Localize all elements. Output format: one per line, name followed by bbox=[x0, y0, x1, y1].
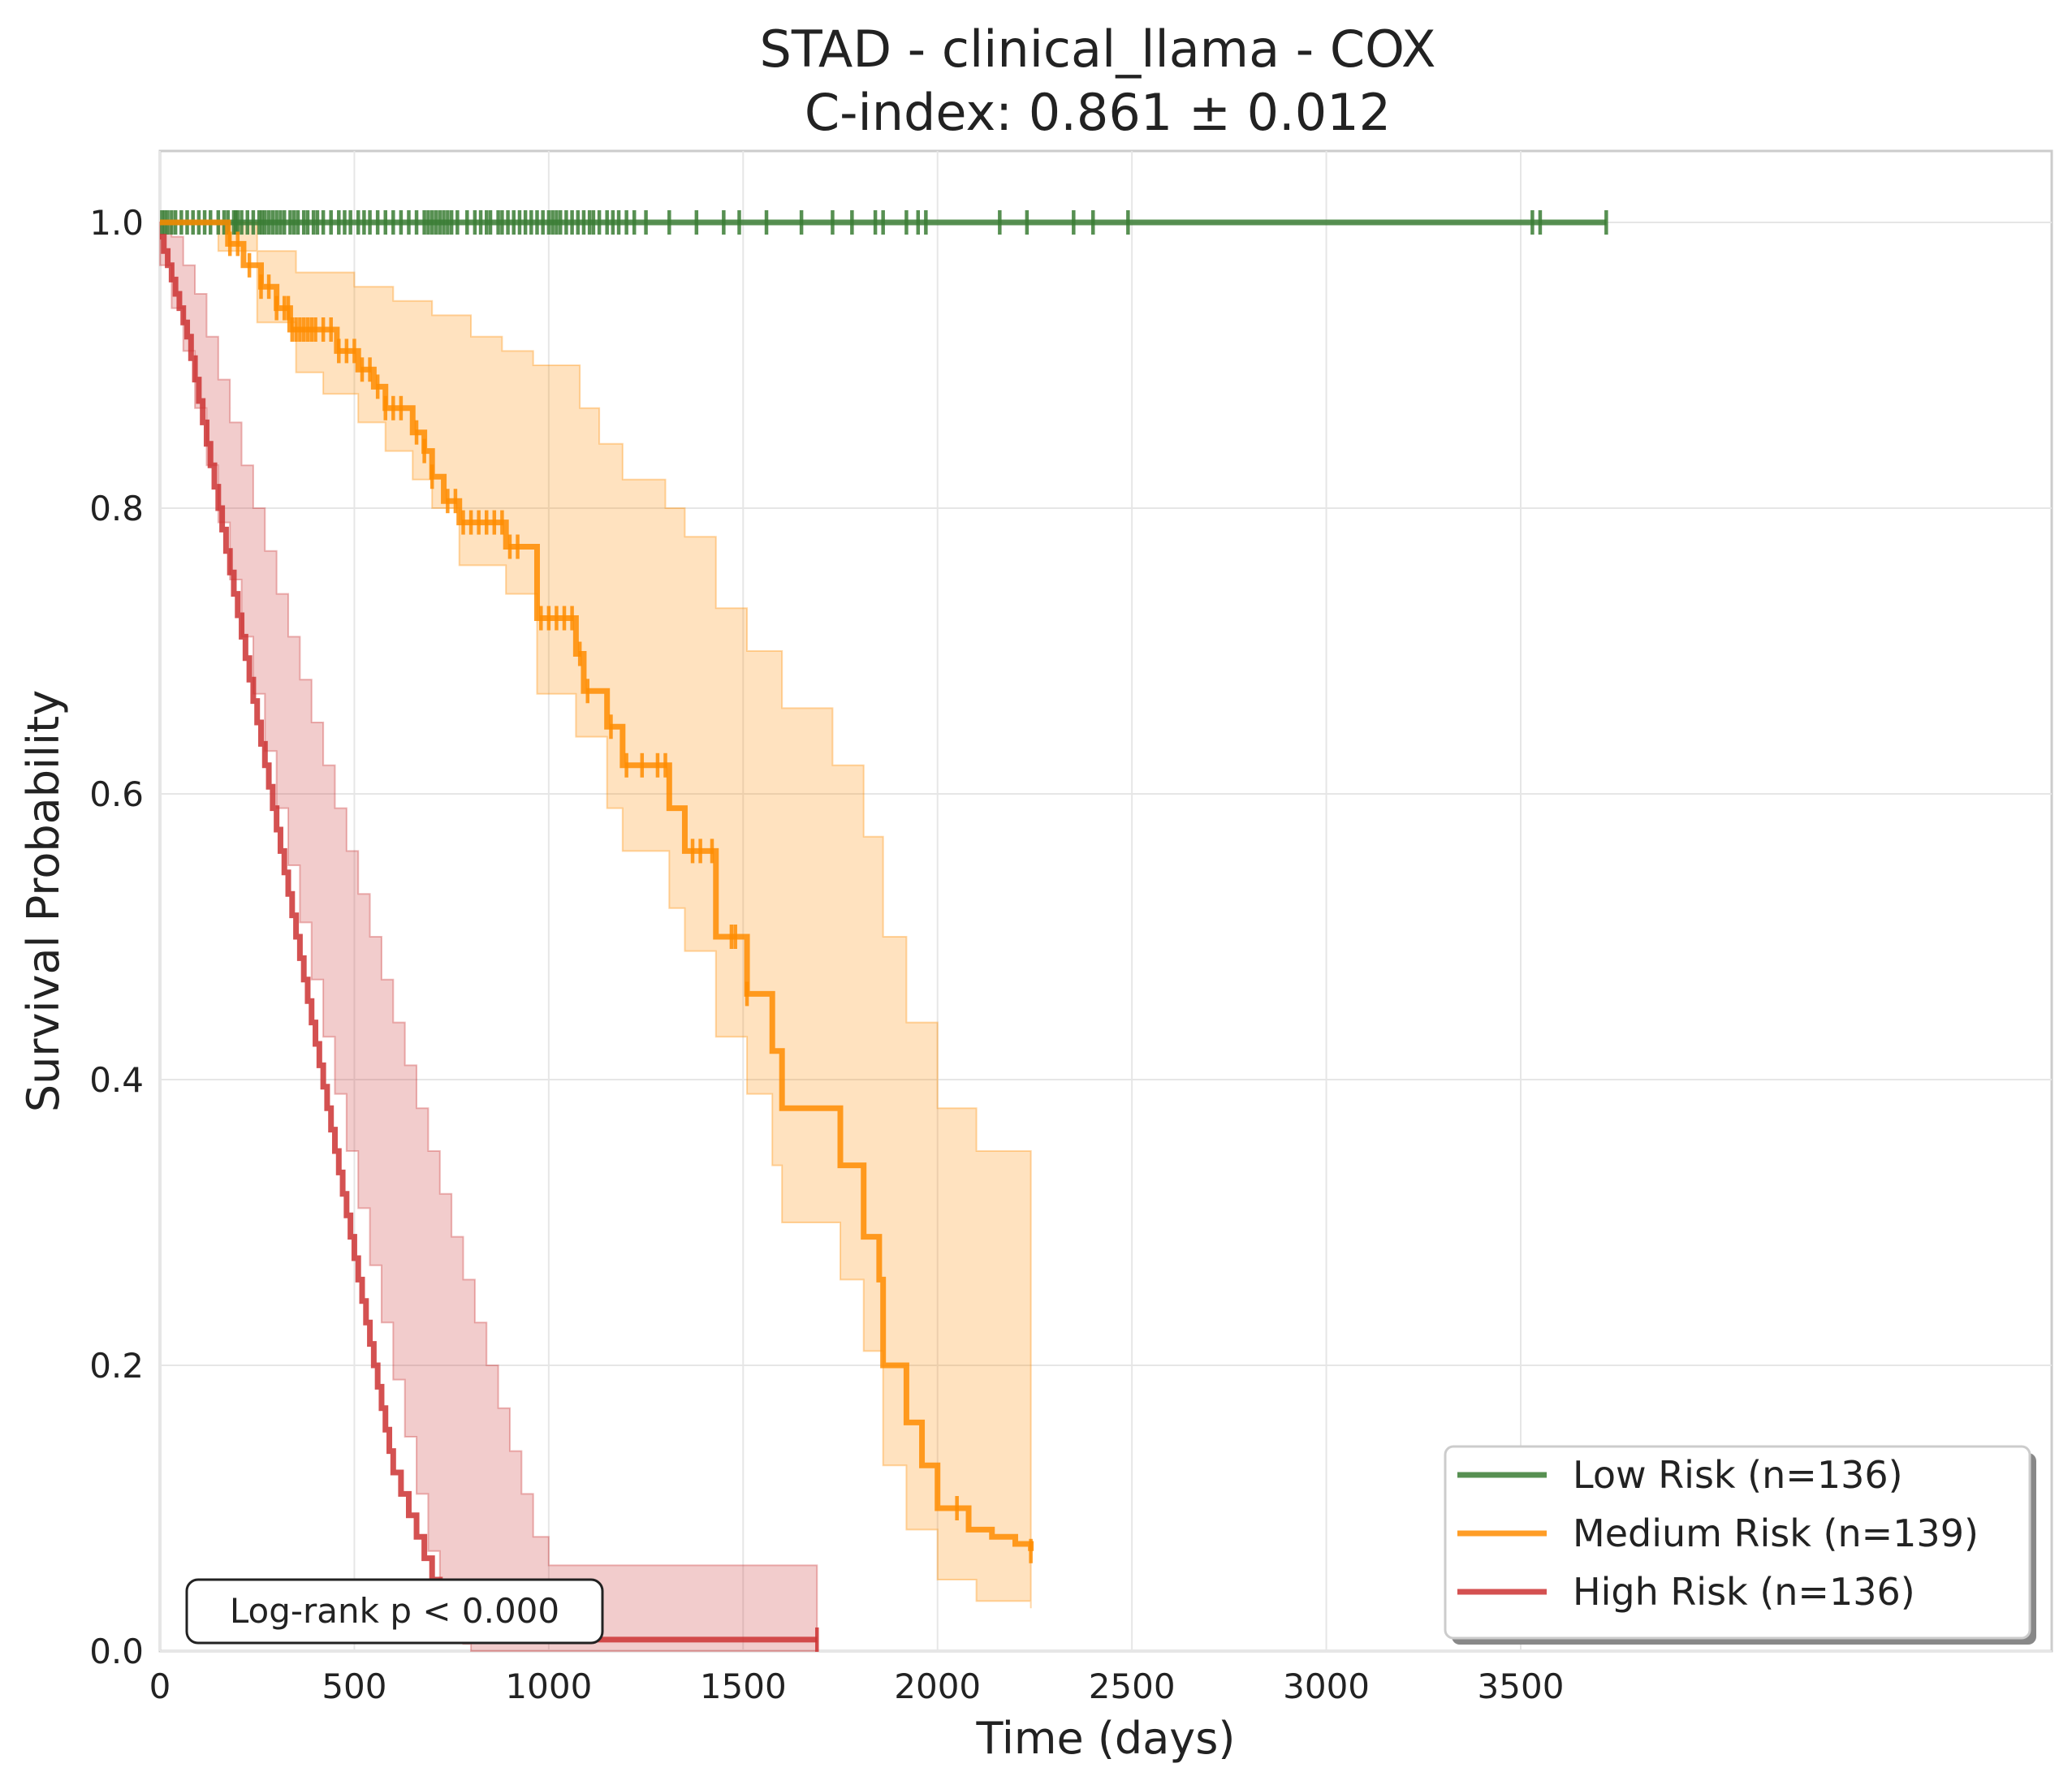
x-tick-label: 2500 bbox=[1089, 1666, 1176, 1706]
annotation-text: Log-rank p < 0.000 bbox=[230, 1591, 559, 1631]
legend-entry-high-risk: High Risk (n=136) bbox=[1573, 1570, 1915, 1614]
chart-subtitle: C-index: 0.861 ± 0.012 bbox=[805, 83, 1391, 142]
annotation-box bbox=[185, 1578, 604, 1645]
y-tick-label: 0.0 bbox=[89, 1632, 144, 1671]
x-tick-label: 500 bbox=[322, 1666, 386, 1706]
y-axis-label: Survival Probability bbox=[18, 690, 69, 1112]
x-tick-label: 1000 bbox=[505, 1666, 592, 1706]
x-tick-label: 3500 bbox=[1478, 1666, 1565, 1706]
pvalue-annotation: Log-rank p < 0.000 bbox=[185, 1578, 604, 1645]
x-tick-label: 2000 bbox=[894, 1666, 981, 1706]
legend-entry-low-risk: Low Risk (n=136) bbox=[1573, 1453, 1903, 1497]
high-risk-curve bbox=[160, 234, 818, 1643]
x-axis-label: Time (days) bbox=[976, 1713, 1236, 1764]
high-risk-ci-band bbox=[159, 222, 818, 1652]
y-tick-label: 1.0 bbox=[89, 203, 144, 243]
tick-labels: 0 500 1000 1500 2000 2500 3000 3500 0.0 0.2 0.4 0.6… bbox=[89, 203, 1564, 1706]
x-tick-label: 1500 bbox=[700, 1666, 787, 1706]
legend-box bbox=[1444, 1445, 2031, 1640]
y-tick-label: 0.6 bbox=[89, 774, 144, 814]
y-tick-label: 0.4 bbox=[89, 1060, 144, 1100]
x-tick-label: 3000 bbox=[1283, 1666, 1370, 1706]
y-tick-label: 0.2 bbox=[89, 1346, 144, 1386]
x-tick-label: 0 bbox=[149, 1666, 171, 1706]
legend-entry-medium-risk: Medium Risk (n=139) bbox=[1573, 1511, 1979, 1555]
series-layer bbox=[159, 210, 1608, 1652]
legend: Low Risk (n=136) Medium Risk (n=139) High … bbox=[1444, 1445, 2036, 1645]
y-tick-label: 0.8 bbox=[89, 489, 144, 528]
chart-title: STAD - clinical_llama - COX bbox=[760, 19, 1436, 79]
